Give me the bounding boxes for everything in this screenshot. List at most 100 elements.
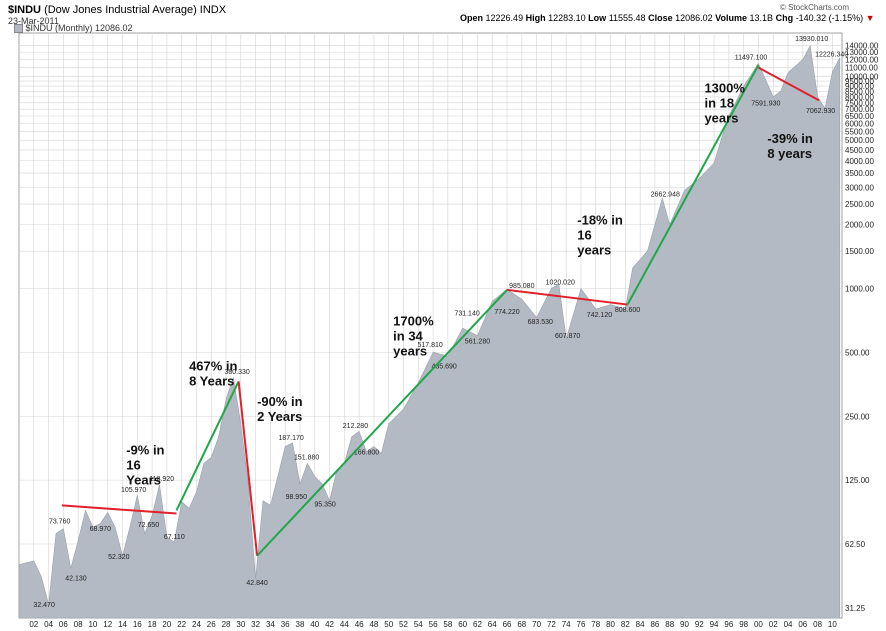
- annotation-line: 2 Years: [257, 409, 302, 424]
- low-label: Low: [588, 13, 607, 23]
- y-tick-label: 2500.00: [845, 200, 874, 209]
- point-label: 2662.948: [651, 191, 680, 198]
- y-tick-label: 4500.00: [845, 146, 874, 155]
- point-label: 561.280: [465, 339, 490, 346]
- point-label: 683.530: [528, 319, 553, 326]
- point-label: 13930.010: [795, 36, 828, 43]
- point-label: 11497.100: [735, 55, 768, 62]
- x-tick-label: 02: [769, 620, 778, 629]
- x-tick-label: 68: [517, 620, 526, 629]
- y-tick-label: 8000.00: [845, 93, 874, 102]
- trend-line: [256, 289, 508, 557]
- x-tick-label: 58: [443, 620, 452, 629]
- annotation-line: 8 Years: [189, 374, 234, 389]
- x-tick-label: 06: [798, 620, 807, 629]
- x-tick-label: 42: [325, 620, 334, 629]
- y-tick-label: 13000.00: [845, 48, 879, 57]
- x-tick-label: 08: [813, 620, 822, 629]
- annotation-line: -18% in: [577, 213, 623, 228]
- x-tick-label: 12: [103, 620, 112, 629]
- x-tick-label: 08: [74, 620, 83, 629]
- annotation-line: 16: [577, 228, 591, 243]
- point-label: 166.800: [354, 450, 379, 457]
- x-tick-label: 18: [148, 620, 157, 629]
- series-legend: $INDU (Monthly) 12086.02: [14, 23, 133, 34]
- trend-line: [175, 380, 240, 511]
- annotation-text: 467% in 8 Years: [189, 359, 237, 389]
- x-tick-label: 90: [680, 620, 689, 629]
- point-label: 985.080: [509, 283, 534, 290]
- point-label: 435.690: [432, 363, 457, 370]
- annotation-line: 1300%: [704, 80, 745, 95]
- brand-logo: © StockCharts.com: [780, 3, 850, 12]
- point-label: 67.110: [164, 534, 185, 541]
- down-arrow-icon: ▼: [865, 13, 875, 23]
- chart-symbol-heading: $INDU (Dow Jones Industrial Average) IND…: [8, 4, 226, 16]
- annotation-text: -39% in 8 years: [767, 131, 813, 161]
- x-tick-label: 54: [414, 620, 423, 629]
- y-tick-label: 9000.00: [845, 82, 874, 91]
- index-name: (Dow Jones Industrial Average): [44, 4, 197, 16]
- x-tick-label: 28: [222, 620, 231, 629]
- x-tick-label: 94: [710, 620, 719, 629]
- annotation-line: 1700%: [393, 313, 434, 328]
- annotation-line: 467% in: [189, 359, 237, 374]
- annotation-line: years: [577, 243, 611, 258]
- exchange: INDX: [199, 4, 227, 16]
- y-tick-label: 500.00: [845, 348, 870, 357]
- x-tick-label: 10: [828, 620, 837, 629]
- x-axis: 02 04 06 08 10 12 14 16 18 20 22 24 26 28 30 32 34 36 38 40…: [29, 620, 837, 629]
- trend-line: [626, 64, 760, 306]
- x-tick-label: 00: [754, 620, 763, 629]
- annotation-text: 1700% in 34 years: [393, 313, 434, 358]
- point-label: 187.170: [278, 435, 303, 442]
- y-tick-label: 125.00: [845, 476, 870, 485]
- x-tick-label: 76: [577, 620, 586, 629]
- point-label: 774.220: [494, 309, 519, 316]
- y-tick-label: 14000.00: [845, 41, 879, 50]
- low-value: 11555.48: [608, 13, 646, 23]
- x-tick-label: 70: [532, 620, 541, 629]
- x-tick-label: 84: [636, 620, 645, 629]
- x-tick-label: 80: [606, 620, 615, 629]
- point-label: 1020.020: [546, 279, 575, 286]
- trend-line: [61, 504, 177, 515]
- y-tick-label: 1000.00: [845, 285, 874, 294]
- point-label: 68.970: [90, 526, 112, 533]
- price-area: [18, 44, 841, 619]
- y-tick-label: 250.00: [845, 412, 870, 421]
- x-tick-label: 86: [650, 620, 659, 629]
- point-label: 380.330: [224, 369, 249, 376]
- x-tick-label: 98: [739, 620, 748, 629]
- x-tick-label: 48: [369, 620, 378, 629]
- point-label: 95.350: [314, 501, 336, 508]
- x-tick-label: 50: [384, 620, 393, 629]
- x-tick-label: 66: [503, 620, 512, 629]
- y-tick-label: 6500.00: [845, 112, 874, 121]
- x-tick-label: 56: [429, 620, 438, 629]
- y-tick-label: 7500.00: [845, 99, 874, 108]
- annotation-line: in 18: [704, 95, 734, 110]
- x-tick-label: 92: [695, 620, 704, 629]
- y-tick-label: 6000.00: [845, 119, 874, 128]
- point-label: 73.760: [49, 519, 71, 526]
- x-tick-label: 96: [724, 620, 733, 629]
- x-tick-label: 02: [29, 620, 38, 629]
- legend-swatch-icon: [14, 24, 23, 34]
- y-tick-label: 5000.00: [845, 136, 874, 145]
- point-label: 517.810: [417, 342, 442, 349]
- y-tick-label: 62.50: [845, 540, 866, 549]
- x-tick-label: 44: [340, 620, 349, 629]
- trend-line: [506, 288, 628, 306]
- annotation-line: 8 years: [767, 146, 812, 161]
- volume-label: Volume: [715, 13, 748, 23]
- y-tick-label: 8500.00: [845, 87, 874, 96]
- point-label: 212.280: [343, 423, 368, 430]
- point-label: 105.970: [121, 487, 146, 494]
- high-value: 12283.10: [548, 13, 586, 23]
- x-tick-label: 26: [207, 620, 216, 629]
- annotation-line: -9% in: [126, 443, 164, 458]
- quote-summary: Open 12226.49 High 12283.10 Low 11555.48…: [460, 13, 875, 23]
- y-tick-label: 10000.00: [845, 72, 879, 81]
